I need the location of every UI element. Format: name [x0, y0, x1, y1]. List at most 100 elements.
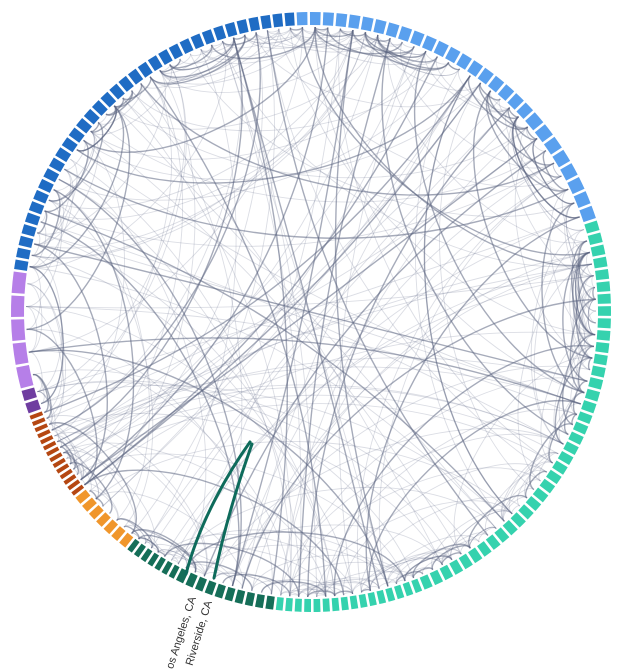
- ring-segment[interactable]: [597, 293, 611, 304]
- ring-segment[interactable]: [168, 43, 184, 60]
- ring-segment[interactable]: [494, 527, 510, 543]
- ring-segment[interactable]: [109, 83, 125, 100]
- ring-segment[interactable]: [573, 191, 591, 208]
- ring-segment[interactable]: [588, 377, 604, 390]
- ring-segment[interactable]: [194, 576, 207, 592]
- ring-segment[interactable]: [190, 33, 205, 50]
- ring-segment[interactable]: [595, 268, 610, 281]
- ring-segment[interactable]: [68, 127, 85, 143]
- ring-segment[interactable]: [534, 124, 553, 143]
- ring-segment[interactable]: [421, 35, 437, 52]
- ring-segment[interactable]: [52, 457, 66, 468]
- ring-segment[interactable]: [367, 591, 377, 607]
- ring-segment[interactable]: [55, 147, 72, 163]
- ring-segment[interactable]: [477, 541, 492, 557]
- ring-segment[interactable]: [340, 596, 349, 611]
- ring-segment[interactable]: [147, 552, 160, 567]
- ring-segment[interactable]: [546, 469, 562, 485]
- ring-segment[interactable]: [137, 61, 153, 78]
- ring-segment[interactable]: [158, 49, 173, 66]
- ring-segment[interactable]: [185, 572, 198, 588]
- ring-segment[interactable]: [587, 232, 603, 246]
- ring-segment[interactable]: [248, 16, 261, 32]
- ring-segment[interactable]: [12, 342, 29, 365]
- ring-segment[interactable]: [322, 598, 330, 612]
- ring-segment[interactable]: [595, 341, 610, 354]
- ring-segment[interactable]: [255, 593, 265, 609]
- ring-segment[interactable]: [275, 597, 284, 611]
- ring-segment[interactable]: [411, 578, 423, 594]
- ring-segment[interactable]: [96, 512, 111, 527]
- ring-segment[interactable]: [449, 559, 464, 575]
- ring-segment[interactable]: [487, 75, 505, 93]
- ring-segment[interactable]: [525, 112, 544, 131]
- ring-segment[interactable]: [584, 220, 600, 234]
- ring-segment[interactable]: [49, 157, 65, 173]
- ring-segment[interactable]: [335, 13, 348, 28]
- ring-segment[interactable]: [349, 595, 359, 610]
- ring-segment[interactable]: [373, 19, 387, 35]
- ring-segment[interactable]: [161, 560, 173, 575]
- ring-segment[interactable]: [118, 75, 134, 92]
- ring-segment[interactable]: [59, 468, 73, 480]
- ring-segment[interactable]: [577, 411, 593, 425]
- ring-segment[interactable]: [29, 411, 44, 420]
- ring-segment[interactable]: [201, 29, 216, 45]
- ring-segment[interactable]: [516, 102, 534, 120]
- ring-segment[interactable]: [543, 136, 562, 155]
- ring-segment[interactable]: [140, 548, 153, 563]
- ring-segment[interactable]: [63, 474, 77, 485]
- ring-segment[interactable]: [467, 60, 484, 77]
- ring-segment[interactable]: [568, 431, 584, 445]
- ring-segment[interactable]: [25, 399, 41, 414]
- ring-segment[interactable]: [398, 26, 413, 42]
- ring-segment[interactable]: [567, 176, 585, 195]
- ring-segment[interactable]: [37, 429, 51, 439]
- ring-segment[interactable]: [445, 46, 461, 64]
- ring-segment[interactable]: [360, 16, 374, 32]
- ring-segment[interactable]: [260, 14, 272, 30]
- ring-segment[interactable]: [596, 330, 611, 341]
- ring-segment[interactable]: [467, 547, 483, 564]
- ring-segment[interactable]: [21, 387, 37, 401]
- ring-segment[interactable]: [21, 224, 37, 237]
- ring-segment[interactable]: [456, 53, 472, 70]
- ring-segment[interactable]: [597, 318, 611, 329]
- ring-segment[interactable]: [71, 484, 85, 496]
- ring-segment[interactable]: [572, 421, 589, 435]
- ring-segment[interactable]: [28, 201, 45, 215]
- ring-segment[interactable]: [204, 580, 217, 596]
- ring-segment[interactable]: [111, 526, 126, 541]
- ring-segment[interactable]: [179, 38, 194, 55]
- ring-segment[interactable]: [18, 235, 34, 248]
- ring-segment[interactable]: [429, 569, 444, 586]
- ring-segment[interactable]: [394, 584, 405, 600]
- ring-segment[interactable]: [539, 478, 556, 494]
- ring-segment[interactable]: [11, 319, 26, 342]
- ring-segment[interactable]: [502, 519, 518, 536]
- ring-segment[interactable]: [16, 247, 31, 260]
- ring-segment[interactable]: [154, 556, 166, 571]
- ring-segment[interactable]: [213, 25, 227, 41]
- ring-segment[interactable]: [376, 589, 387, 605]
- ring-segment[interactable]: [581, 400, 597, 414]
- ring-segment[interactable]: [557, 451, 574, 465]
- ring-segment[interactable]: [49, 452, 63, 463]
- ring-segment[interactable]: [88, 504, 104, 520]
- ring-segment[interactable]: [525, 496, 542, 512]
- ring-segment[interactable]: [358, 593, 368, 608]
- ring-segment[interactable]: [284, 12, 295, 27]
- ring-segment[interactable]: [82, 497, 97, 512]
- ring-segment[interactable]: [31, 417, 46, 426]
- ring-segment[interactable]: [285, 597, 293, 612]
- ring-segment[interactable]: [385, 587, 396, 602]
- ring-segment[interactable]: [560, 163, 578, 181]
- ring-segment[interactable]: [593, 256, 608, 269]
- ring-segment[interactable]: [510, 512, 526, 528]
- ring-segment[interactable]: [39, 435, 54, 445]
- ring-segment[interactable]: [46, 446, 60, 457]
- ring-segment[interactable]: [410, 30, 425, 47]
- ring-segment[interactable]: [402, 581, 414, 597]
- ring-segment[interactable]: [593, 353, 608, 366]
- ring-segment[interactable]: [265, 595, 275, 610]
